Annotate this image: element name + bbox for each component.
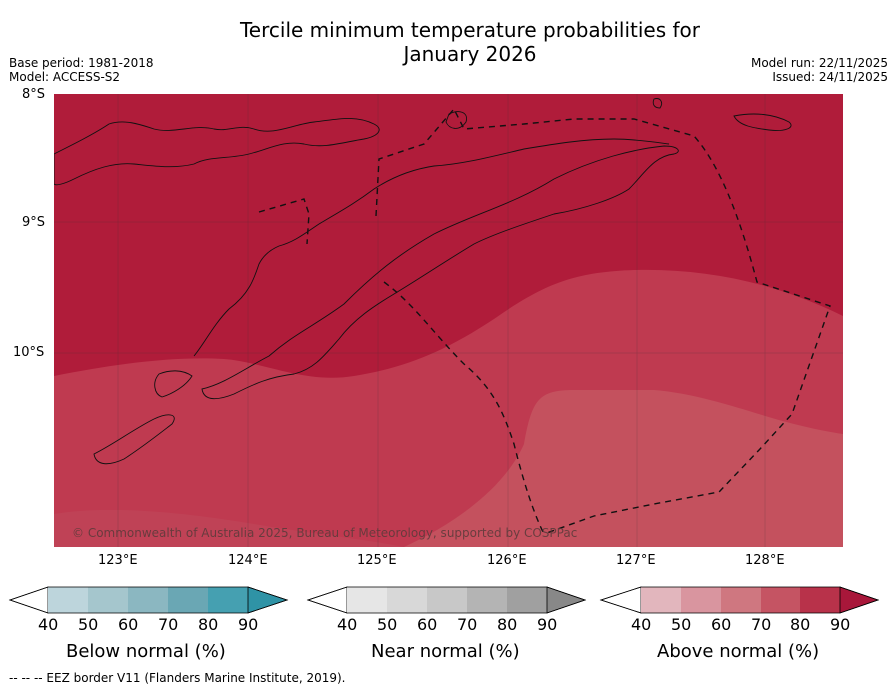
eez-border [258, 107, 831, 535]
sawu-island [93, 414, 175, 465]
eez-footer-note: -- -- -- EEZ border V11 (Flanders Marine… [9, 671, 346, 685]
colorbar-tick-label: 80 [790, 615, 811, 634]
colorbar-tick-label: 40 [337, 615, 358, 634]
lon-label-123e: 123°E [98, 553, 138, 568]
map-field-low-left [54, 509, 404, 547]
below-normal-label: Below normal (%) [66, 641, 226, 662]
colorbar-extend-low [8, 586, 49, 614]
lat-label-9s: 9°S [22, 215, 46, 230]
lat-label-8s: 8°S [22, 87, 46, 102]
lon-label-125e: 125°E [357, 553, 397, 568]
colorbar-tick-label: 40 [631, 615, 652, 634]
colorbar-near-normal [306, 586, 587, 614]
colorbar-tick-label: 50 [78, 615, 99, 634]
colorbar-above-normal [599, 586, 880, 614]
model-name: Model: ACCESS-S2 [9, 70, 121, 84]
meta-right: Model run: 22/11/2025 Issued: 24/11/2025 [751, 56, 888, 84]
colorbar-outline [306, 586, 587, 614]
atauro-island [445, 111, 467, 129]
lon-label-127e: 127°E [616, 553, 656, 568]
copyright-watermark: © Commonwealth of Australia 2025, Bureau… [72, 526, 578, 540]
colorbar-segment [427, 587, 467, 613]
small-island-1 [652, 98, 663, 109]
colorbar-tick-label: 70 [751, 615, 772, 634]
colorbar-tick-label: 70 [158, 615, 179, 634]
meta-left: Base period: 1981-2018 Model: ACCESS-S2 [9, 56, 154, 84]
colorbar-segment [88, 587, 128, 613]
colorbar-segment [48, 587, 88, 613]
map-field-low [404, 390, 843, 547]
colorbar-segment [641, 587, 681, 613]
near-normal-label: Near normal (%) [371, 641, 520, 662]
colorbar-tick-label: 40 [38, 615, 59, 634]
issued-date: Issued: 24/11/2025 [772, 70, 888, 84]
colorbar-segment [128, 587, 168, 613]
lat-label-10s: 10°S [13, 345, 45, 360]
colorbar-extend-low [306, 586, 348, 614]
wetar-island [733, 113, 792, 131]
colorbar-tick-label: 70 [457, 615, 478, 634]
probability-map [54, 94, 843, 547]
colorbar-segment [681, 587, 721, 613]
colorbar-extend-low [599, 586, 642, 614]
colorbar-segment [168, 587, 208, 613]
colorbar-extend-high [546, 586, 587, 614]
colorbar-below-normal [8, 586, 289, 614]
colorbar-segment [507, 587, 547, 613]
colorbar-segment [208, 587, 248, 613]
colorbar-segment [387, 587, 427, 613]
rote-island [154, 370, 193, 398]
colorbar-segment [761, 587, 800, 613]
lon-label-124e: 124°E [228, 553, 268, 568]
colorbar-outline [599, 586, 880, 614]
lon-label-128e: 128°E [745, 553, 785, 568]
colorbar-tick-label: 50 [377, 615, 398, 634]
colorbar-tick-label: 50 [671, 615, 692, 634]
colorbar-extend-high [839, 586, 880, 614]
colorbar-tick-label: 60 [118, 615, 139, 634]
flores-alor-coastline [54, 117, 380, 186]
colorbar-tick-label: 90 [830, 615, 851, 634]
colorbar-tick-label: 80 [497, 615, 518, 634]
colorbar-tick-label: 60 [417, 615, 438, 634]
timor-coastline [201, 145, 679, 400]
colorbars [8, 586, 880, 614]
above-normal-label: Above normal (%) [657, 641, 820, 662]
chart-title: Tercile minimum temperature probabilitie… [239, 18, 701, 66]
lon-label-126e: 126°E [487, 553, 527, 568]
colorbar-segment [721, 587, 761, 613]
colorbar-segment [347, 587, 387, 613]
base-period: Base period: 1981-2018 [9, 56, 154, 70]
colorbar-segment [467, 587, 507, 613]
colorbar-extend-high [247, 586, 289, 614]
colorbar-tick-label: 90 [537, 615, 558, 634]
timor-north-coast [193, 138, 670, 357]
colorbar-tick-label: 80 [198, 615, 219, 634]
colorbar-tick-label: 60 [711, 615, 732, 634]
colorbar-outline [8, 586, 289, 614]
model-run: Model run: 22/11/2025 [750, 56, 888, 70]
colorbar-segment [800, 587, 840, 613]
colorbar-tick-label: 90 [238, 615, 259, 634]
